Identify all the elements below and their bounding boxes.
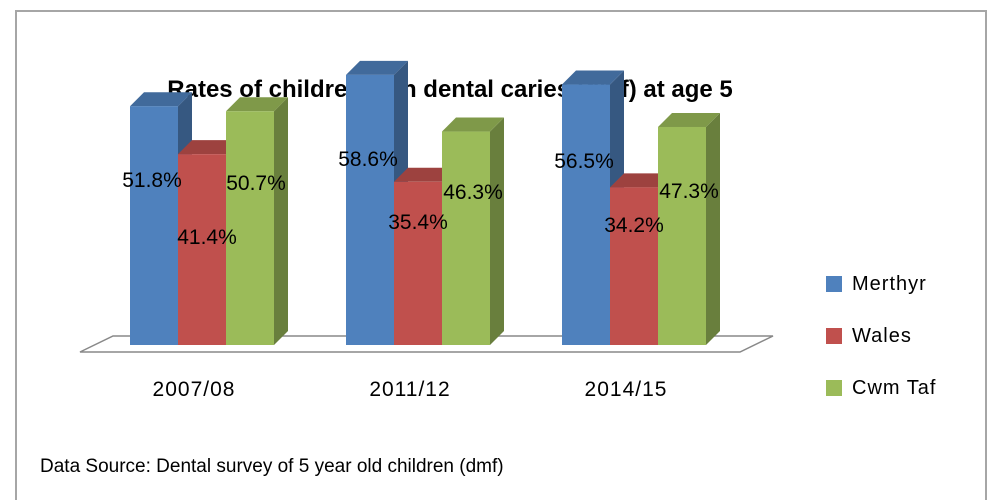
bar-merthyr-2 — [562, 84, 610, 345]
category-label-1: 2011/12 — [369, 378, 450, 401]
bar-cwm-taf-2 — [658, 126, 706, 346]
legend-label-wales: Wales — [852, 324, 912, 347]
data-label-wales-1: 35.4% — [388, 211, 448, 234]
bar-merthyr-1 — [346, 74, 394, 345]
bar-merthyr-0 — [130, 106, 178, 346]
bar-wales-0 — [178, 154, 226, 345]
bar-top-merthyr-0 — [130, 92, 192, 107]
bar-cwm-taf-0 — [226, 111, 274, 345]
legend-item-cwm-taf: Cwm Taf — [826, 372, 936, 404]
bar-top-wales-2 — [610, 173, 672, 188]
legend-label-cwm-taf: Cwm Taf — [852, 376, 937, 399]
category-label-0: 2007/08 — [153, 378, 236, 401]
bar-top-cwm-taf-1 — [442, 117, 504, 132]
legend-swatch-wales — [826, 328, 842, 344]
bar-top-merthyr-1 — [346, 60, 408, 75]
bar-top-cwm-taf-2 — [658, 112, 720, 127]
data-label-wales-2: 34.2% — [604, 214, 664, 237]
data-source-note: Data Source: Dental survey of 5 year old… — [40, 456, 504, 477]
bar-cwm-taf-1 — [442, 131, 490, 345]
bar-side-cwm-taf-1 — [490, 117, 504, 345]
bar-top-wales-0 — [178, 140, 240, 155]
data-label-cwm-taf-1: 46.3% — [443, 181, 503, 204]
data-label-merthyr-2: 56.5% — [554, 150, 614, 173]
data-label-cwm-taf-0: 50.7% — [226, 172, 286, 195]
bar-top-cwm-taf-0 — [226, 97, 288, 112]
data-label-cwm-taf-2: 47.3% — [659, 180, 719, 203]
category-label-2: 2014/15 — [585, 378, 668, 401]
legend: Merthyr Wales Cwm Taf — [826, 268, 936, 424]
legend-item-wales: Wales — [826, 320, 936, 352]
data-label-wales-0: 41.4% — [177, 226, 237, 249]
data-label-merthyr-0: 51.8% — [122, 169, 182, 192]
bar-wales-2 — [610, 187, 658, 345]
data-label-merthyr-1: 58.6% — [338, 148, 398, 171]
bar-side-cwm-taf-2 — [706, 112, 720, 346]
bar-top-merthyr-2 — [562, 70, 624, 85]
bar-wales-1 — [394, 181, 442, 345]
bar-side-cwm-taf-0 — [274, 97, 288, 345]
legend-swatch-cwm-taf — [826, 380, 842, 396]
legend-label-merthyr: Merthyr — [852, 272, 927, 295]
legend-item-merthyr: Merthyr — [826, 268, 936, 300]
legend-swatch-merthyr — [826, 276, 842, 292]
bar-top-wales-1 — [394, 167, 456, 182]
